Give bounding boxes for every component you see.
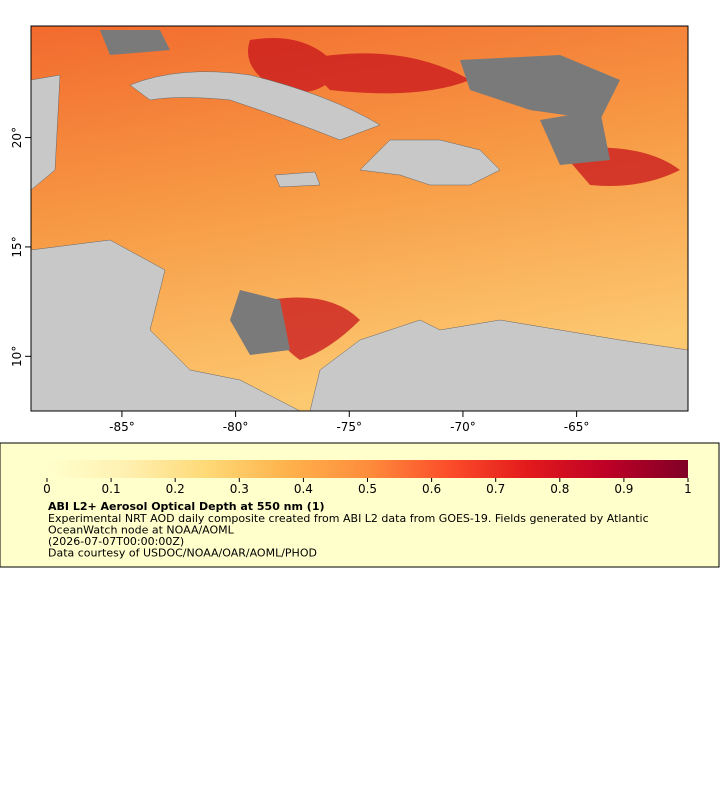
land-hispaniola	[359, 139, 501, 186]
map	[30, 25, 689, 412]
x-tick-label: -75°	[336, 420, 362, 434]
colorbar-tick-label: 0	[43, 482, 51, 496]
colorbar-tick-label: 0.5	[358, 482, 377, 496]
y-tick-label: 10°	[10, 346, 24, 367]
land-jamaica	[274, 171, 321, 188]
colorbar-tick-label: 0.3	[230, 482, 249, 496]
x-tick-label: -70°	[450, 420, 476, 434]
high-aerosol	[248, 38, 680, 360]
colorbar	[47, 460, 688, 478]
colorbar-tick-label: 0.6	[422, 482, 441, 496]
legend-line: (2026-07-07T00:00:00Z)	[48, 535, 184, 548]
legend-line: Data courtesy of USDOC/NOAA/OAR/AOML/PHO…	[48, 547, 317, 560]
colorbar-tick-label: 0.7	[486, 482, 505, 496]
x-tick-label: -85°	[109, 420, 135, 434]
colorbar-tick-label: 0.4	[294, 482, 313, 496]
no-data	[100, 30, 620, 355]
legend-line: OceanWatch node at NOAA/AOML	[48, 524, 235, 537]
y-tick-label: 20°	[10, 127, 24, 148]
legend-line: Experimental NRT AOD daily composite cre…	[48, 512, 649, 525]
colorbar-tick-label: 0.1	[102, 482, 121, 496]
x-tick-label: -65°	[564, 420, 590, 434]
legend-title: ABI L2+ Aerosol Optical Depth at 550 nm …	[48, 500, 325, 513]
colorbar-tick-label: 0.8	[550, 482, 569, 496]
colorbar-tick-label: 1	[684, 482, 692, 496]
y-tick-label: 15°	[10, 236, 24, 257]
land-cuba	[129, 71, 381, 141]
colorbar-tick-label: 0.2	[166, 482, 185, 496]
map-frame	[30, 25, 689, 412]
colorbar-tick-label: 0.9	[614, 482, 633, 496]
x-tick-label: -80°	[223, 420, 249, 434]
